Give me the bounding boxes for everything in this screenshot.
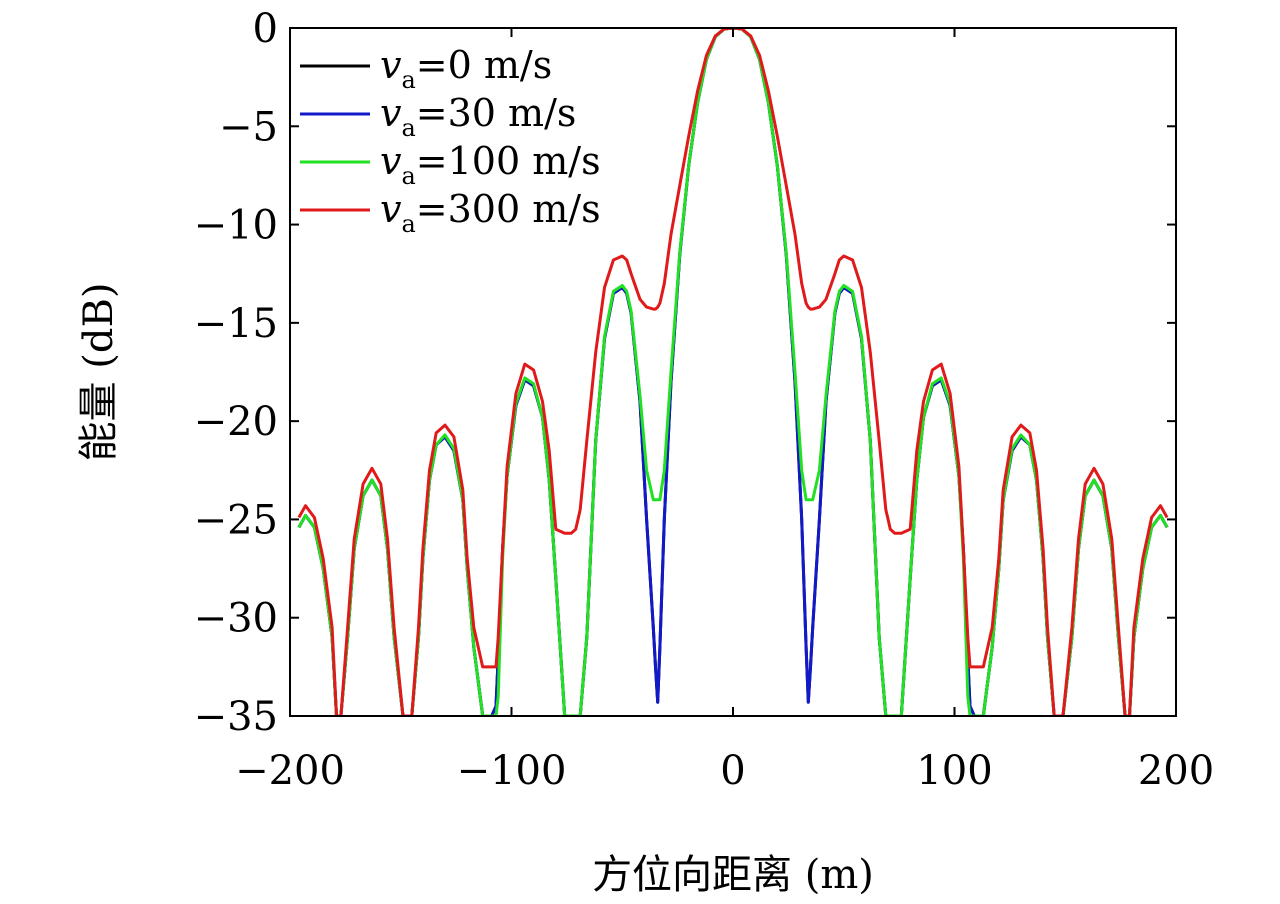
y-tick-label: −20 xyxy=(194,399,278,445)
y-tick-label: −30 xyxy=(194,596,278,642)
x-tick-label: −200 xyxy=(235,748,345,794)
legend: va=0 m/sva=30 m/sva=100 m/sva=300 m/s xyxy=(300,43,601,238)
y-tick-label: −10 xyxy=(194,203,278,249)
legend-entry: va=0 m/s xyxy=(380,43,552,94)
series-line-2 xyxy=(297,28,1169,716)
axis-ticks: −200 −100 0 100 200 0 −5 −10 −15 −20 −25 −30 −35 xyxy=(194,6,1215,794)
legend-entry: va=30 m/s xyxy=(380,91,576,142)
y-tick-label: −5 xyxy=(219,104,278,150)
legend-entry: va=300 m/s xyxy=(380,187,601,238)
x-tick-label: 200 xyxy=(1138,748,1214,794)
y-tick-label: 0 xyxy=(253,6,278,52)
x-tick-label: 100 xyxy=(916,748,992,794)
y-axis-title: 能量 (dB) xyxy=(76,283,122,462)
x-tick-label: −100 xyxy=(457,748,567,794)
series-layer xyxy=(297,28,1169,716)
y-tick-label: −35 xyxy=(194,694,278,740)
x-tick-label: 0 xyxy=(720,748,745,794)
series-line-3 xyxy=(297,28,1169,716)
y-tick-label: −25 xyxy=(194,497,278,543)
y-tick-label: −15 xyxy=(194,301,278,347)
legend-entry: va=100 m/s xyxy=(380,139,601,190)
x-axis-title: 方位向距离 (m) xyxy=(592,852,874,898)
